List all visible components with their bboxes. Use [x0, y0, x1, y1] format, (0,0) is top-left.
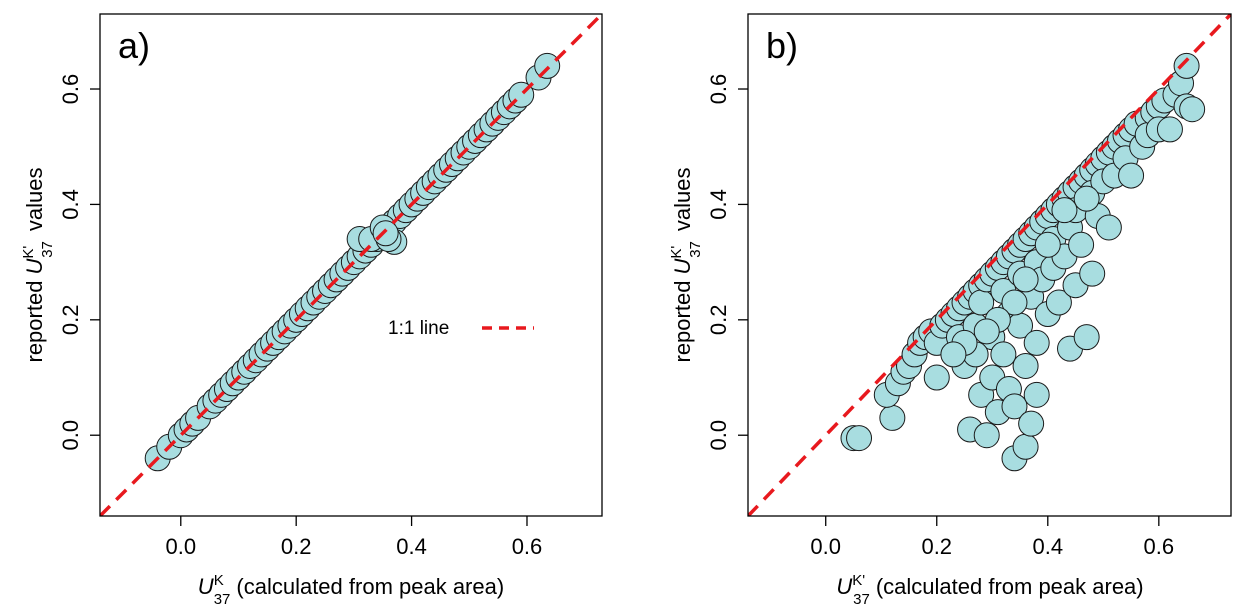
panel-b-data-point	[1118, 162, 1145, 189]
panel-b-y-tick-label: 0.2	[706, 305, 731, 336]
panel-a-y-tick-label: 0.0	[58, 420, 83, 451]
panel-b-x-tick-label: 0.4	[1032, 534, 1063, 559]
panel-b-data-point	[1068, 231, 1095, 258]
panel-a-y-tick-label: 0.4	[58, 189, 83, 220]
panel-a-x-ticks: 0.0 0.2 0.4 0.6	[165, 516, 542, 559]
panel-b-one-to-one-line	[748, 14, 1231, 516]
panel-a-data-point	[372, 220, 399, 247]
panel-a-label: a)	[118, 25, 150, 66]
panel-b-data-point	[879, 404, 906, 431]
panel-a-plot-frame	[99, 13, 603, 517]
panel-a-y-tick-label: 0.6	[58, 74, 83, 105]
panel-a-x-tick-label: 0.4	[396, 534, 427, 559]
panel-b-plot-frame	[747, 13, 1232, 517]
panel-b-data-point	[1023, 381, 1050, 408]
panel-b-data-point	[1173, 52, 1200, 79]
panel-b-y-axis-label: reportedUK' 37values	[668, 168, 704, 363]
panel-a-x-axis-label: UK 37(calculated from peak area)	[198, 572, 504, 606]
panel-a-legend-label: 1:1 line	[388, 318, 449, 339]
panel-b-x-tick-label: 0.0	[810, 534, 841, 559]
panel-b-label: b)	[766, 25, 798, 66]
panel-b-data-point	[1095, 214, 1122, 241]
panel-a-x-tick-label: 0.2	[281, 534, 312, 559]
panel-b-data-point	[1023, 329, 1050, 356]
panel-b-data-point	[846, 425, 873, 452]
panel-b-data-point	[1179, 96, 1206, 123]
panel-b-x-tick-label: 0.2	[921, 534, 952, 559]
panel-b-data-point	[1018, 410, 1045, 437]
panel-b-x-axis-label: UK' 37(calculated from peak area)	[836, 572, 1143, 606]
panel-b-data-point	[1012, 433, 1039, 460]
panel-b-data-point	[1012, 352, 1039, 379]
panel-b-data-point	[1073, 185, 1100, 212]
panel-b-data-point	[1073, 324, 1100, 351]
panel-a-y-tick-label: 0.2	[58, 305, 83, 336]
panel-b-data-point	[1156, 116, 1183, 143]
panel-b-data-point	[1034, 231, 1061, 258]
panel-b-data-point	[973, 318, 1000, 345]
panel-b-data-point	[1001, 393, 1028, 420]
panel-a: a) 0.0 0.2 0.4 0.6 0.0 0.2 0.4 0.6 1:1 line UK…	[20, 13, 603, 606]
panel-b-x-tick-label: 0.6	[1144, 534, 1175, 559]
panel-b-data-point	[1045, 289, 1072, 316]
panel-b-y-tick-label: 0.0	[706, 420, 731, 451]
panel-b-y-tick-label: 0.6	[706, 74, 731, 105]
panel-a-legend: 1:1 line	[388, 318, 534, 339]
panel-b: b) 0.0 0.2 0.4 0.6 0.0 0.2 0.4 0.6 UK' 37(calcu…	[668, 13, 1232, 606]
panel-b-data-point	[1079, 260, 1106, 287]
panel-b-data-point	[940, 341, 967, 368]
panel-b-data-point	[1051, 197, 1078, 224]
panel-a-y-ticks: 0.0 0.2 0.4 0.6	[58, 74, 100, 451]
panel-a-x-tick-label: 0.0	[165, 534, 196, 559]
panel-a-data-point	[534, 52, 561, 79]
panel-a-one-to-one-line	[100, 14, 602, 516]
panel-b-x-ticks: 0.0 0.2 0.4 0.6	[810, 516, 1174, 559]
panel-b-data-point	[1012, 266, 1039, 293]
panel-b-data-point	[923, 364, 950, 391]
panel-a-x-tick-label: 0.6	[512, 534, 543, 559]
panel-b-data-point	[990, 341, 1017, 368]
panel-b-y-tick-label: 0.4	[706, 189, 731, 220]
panel-a-y-axis-label: reportedUK' 37values	[20, 168, 56, 363]
panel-b-data-point	[973, 422, 1000, 449]
panel-b-y-ticks: 0.0 0.2 0.4 0.6	[706, 74, 748, 451]
panel-b-points	[840, 52, 1206, 472]
panel-b-data-point	[1001, 289, 1028, 316]
